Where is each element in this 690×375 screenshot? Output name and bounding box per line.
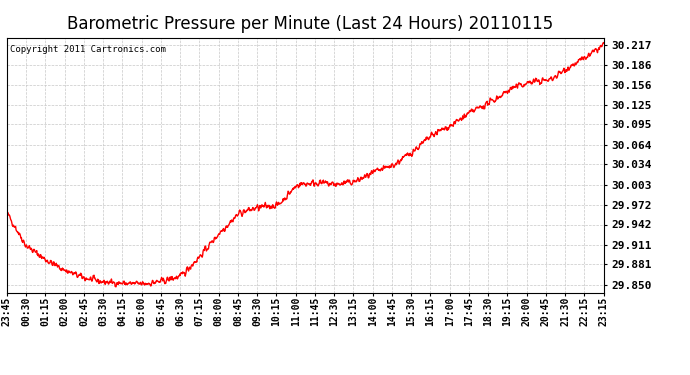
- Text: Barometric Pressure per Minute (Last 24 Hours) 20110115: Barometric Pressure per Minute (Last 24 …: [68, 15, 553, 33]
- Text: Copyright 2011 Cartronics.com: Copyright 2011 Cartronics.com: [10, 45, 166, 54]
